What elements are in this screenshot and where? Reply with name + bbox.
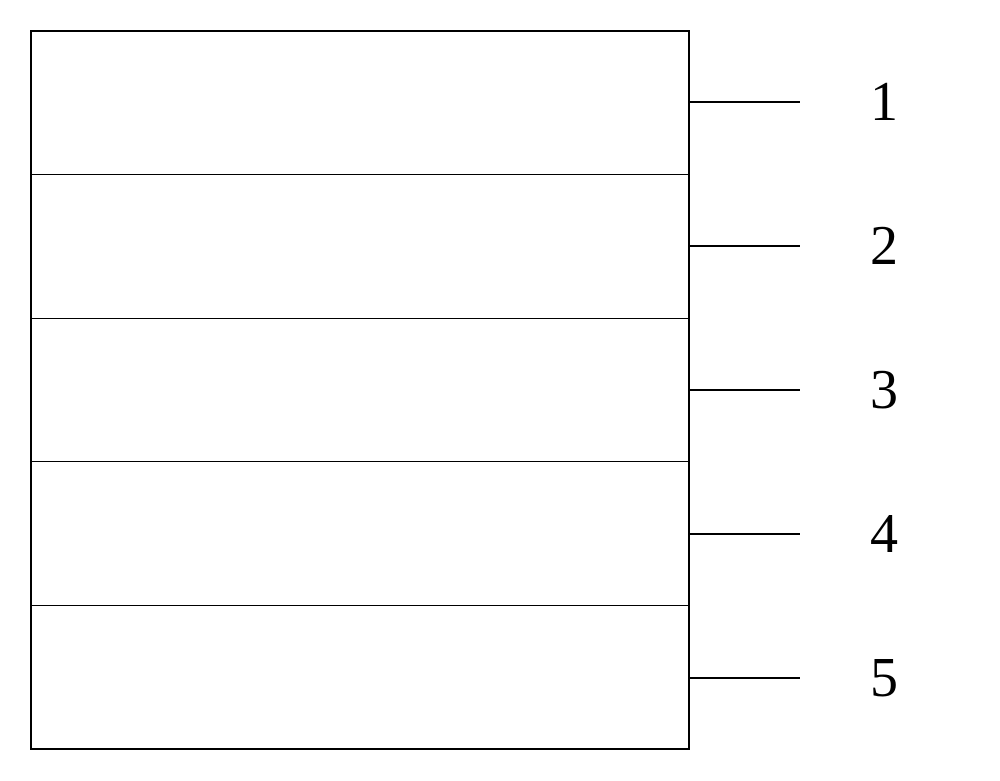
leader-line-3	[690, 389, 800, 391]
layer-2	[32, 175, 688, 318]
layer-5	[32, 606, 688, 748]
leader-line-5	[690, 677, 800, 679]
layer-3	[32, 319, 688, 462]
leader-line-4	[690, 533, 800, 535]
leader-line-1	[690, 101, 800, 103]
layer-diagram	[30, 30, 750, 750]
layer-4	[32, 462, 688, 605]
layer-label-2: 2	[870, 214, 898, 278]
layer-label-4: 4	[870, 502, 898, 566]
layer-label-1: 1	[870, 70, 898, 134]
layer-label-3: 3	[870, 358, 898, 422]
leader-line-2	[690, 245, 800, 247]
layer-stack	[30, 30, 690, 750]
layer-label-5: 5	[870, 646, 898, 710]
layer-1	[32, 32, 688, 175]
